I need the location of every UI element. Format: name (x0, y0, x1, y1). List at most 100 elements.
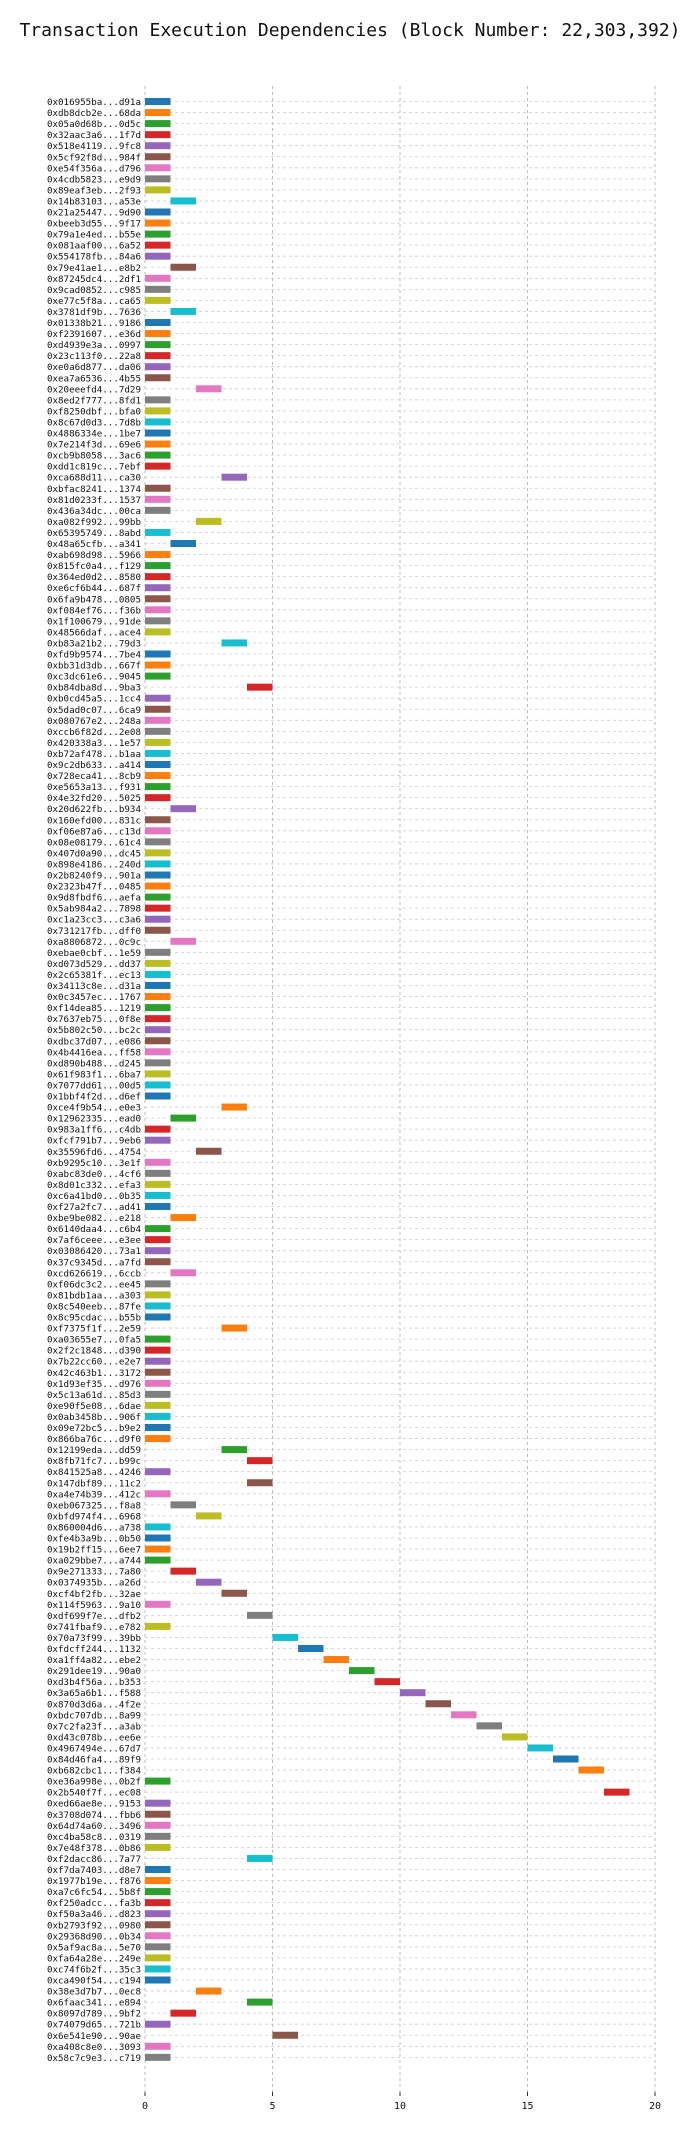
tx-label: 0xd073d529...dd37 (47, 959, 141, 970)
tx-label: 0x2b540f7f...ec08 (47, 1788, 141, 1799)
tx-bar (145, 959, 171, 967)
tx-label: 0xf27a2fc7...ad41 (47, 1202, 141, 1213)
tx-bar (145, 352, 171, 360)
tx-label: 0xbeeb3d55...9f17 (47, 219, 141, 230)
tx-bar (145, 1965, 171, 1973)
tx-bar (145, 1468, 171, 1476)
tx-label: 0x4e32fd20...5025 (47, 793, 141, 804)
tx-label: 0x407d0a90...dc45 (47, 848, 141, 859)
tx-bar (145, 1158, 171, 1166)
tx-label: 0x7e48f378...0b86 (47, 1843, 141, 1854)
tx-label: 0x48566daf...ace4 (47, 627, 142, 638)
tx-bar (145, 772, 171, 780)
tx-bar (145, 584, 171, 592)
tx-label: 0xbfac8241...1374 (47, 484, 142, 495)
tx-label: 0x3708d074...fbb6 (47, 1810, 141, 1821)
tx-label: 0x12962335...ead0 (47, 1114, 141, 1125)
tx-label: 0x4b4416ea...ff58 (47, 1047, 141, 1058)
tx-label: 0x114f5963...9a10 (47, 1600, 141, 1611)
tx-label: 0xca490f54...c194 (47, 1976, 142, 1987)
tx-label: 0x728eca41...8cb9 (47, 771, 141, 782)
tx-label: 0xb2793f92...0980 (47, 1920, 141, 1931)
tx-bar (170, 2009, 196, 2017)
tx-label: 0xfe4b3a9b...0b50 (47, 1534, 141, 1545)
tx-label: 0xd890b488...d245 (47, 1058, 141, 1069)
tx-bar (145, 871, 171, 879)
tx-label: 0x8c95cdac...b55b (47, 1313, 141, 1324)
tx-label: 0xd43c078b...ee6e (47, 1732, 141, 1743)
tx-bar (145, 1247, 171, 1255)
tx-label: 0x8ed2f777...8fd1 (47, 395, 141, 406)
tx-bar (145, 1821, 171, 1829)
tx-label: 0xdb8dcb2e...68da (47, 108, 141, 119)
tx-label: 0xe90f5e08...6dae (47, 1401, 141, 1412)
tx-label: 0xd3b4f56a...b353 (47, 1677, 141, 1688)
tx-bar (502, 1733, 528, 1741)
tx-label: 0xa4e74b39...412c (47, 1489, 141, 1500)
tx-bar (145, 694, 171, 702)
tx-bar (196, 1578, 222, 1586)
tx-bar (145, 1092, 171, 1100)
tx-label: 0xc4ba58c8...0319 (47, 1832, 141, 1843)
tx-bar (145, 219, 171, 227)
tx-bar (247, 1611, 273, 1619)
tx-label: 0x7077dd61...00d5 (47, 1080, 141, 1091)
tx-label: 0xbe9be082...e218 (47, 1213, 141, 1224)
tx-bar (170, 1114, 196, 1122)
tx-bar (145, 727, 171, 735)
tx-label: 0xf084ef76...f36b (47, 605, 141, 616)
tx-bar (145, 418, 171, 426)
tx-bar (145, 849, 171, 857)
tx-label: 0x2323b47f...0485 (47, 882, 141, 893)
tx-label: 0xdf699f7e...dfb2 (47, 1611, 141, 1622)
tx-label: 0x4886334e...1be7 (47, 429, 141, 440)
tx-bar (221, 1324, 247, 1332)
tx-bar (145, 1910, 171, 1918)
tx-label: 0x70a73f99...39bb (47, 1633, 141, 1644)
tx-label: 0x147dbf89...11c2 (47, 1478, 141, 1489)
tx-label: 0x81d0233f...1537 (47, 495, 141, 506)
tx-label: 0x08e08179...61c4 (47, 837, 142, 848)
tx-label: 0xd4939e3a...0997 (47, 340, 141, 351)
tx-bar (476, 1722, 502, 1730)
tx-bar (145, 1832, 171, 1840)
tx-label: 0xea7a6536...4b55 (47, 373, 141, 384)
tx-label: 0xb9295c10...3e1f (47, 1158, 141, 1169)
tx-bar (145, 948, 171, 956)
tx-bar (145, 2020, 171, 2028)
tx-label: 0x9c2db633...a414 (47, 760, 142, 771)
tx-bar (145, 860, 171, 868)
tx-bar (145, 1622, 171, 1630)
tx-label: 0x420338a3...1e57 (47, 738, 141, 749)
tx-bar (145, 495, 171, 503)
tx-label: 0x65395749...8abd (47, 528, 141, 539)
tx-bar (196, 1512, 222, 1520)
tx-label: 0xf06e87a6...c13d (47, 826, 141, 837)
tx-label: 0x87245dc4...2df1 (47, 274, 141, 285)
tx-label: 0x081aaf00...6a52 (47, 241, 141, 252)
tx-bar (145, 716, 171, 724)
tx-label: 0x01338b21...9186 (47, 318, 141, 329)
tx-label: 0xb682cbc1...f384 (47, 1766, 142, 1777)
tx-label: 0x9e271333...7a80 (47, 1567, 141, 1578)
tx-bar (145, 1225, 171, 1233)
tx-bar (145, 109, 171, 117)
tx-bar (145, 98, 171, 105)
tx-bar (145, 838, 171, 846)
tx-label: 0x5cf92f8d...984f (47, 152, 141, 163)
tx-bar (145, 1302, 171, 1310)
tx-bar (145, 1412, 171, 1420)
tx-label: 0xe0a6d877...da06 (47, 362, 141, 373)
tx-label: 0xf7da7403...d8e7 (47, 1865, 141, 1876)
tx-label: 0xfa64a28e...249e (47, 1953, 141, 1964)
tx-bar (247, 683, 273, 691)
tx-bar (196, 385, 222, 393)
tx-label: 0xa082f992...99bb (47, 517, 141, 528)
tx-label: 0xab698d98...5966 (47, 550, 141, 561)
tx-bar (170, 1214, 196, 1222)
tx-bar (145, 120, 171, 128)
tx-label: 0x3a65a6b1...f588 (47, 1688, 141, 1699)
tx-label: 0x29368d90...0b34 (47, 1931, 142, 1942)
tx-label: 0xf2391607...e36d (47, 329, 141, 340)
tx-bar (145, 1523, 171, 1531)
